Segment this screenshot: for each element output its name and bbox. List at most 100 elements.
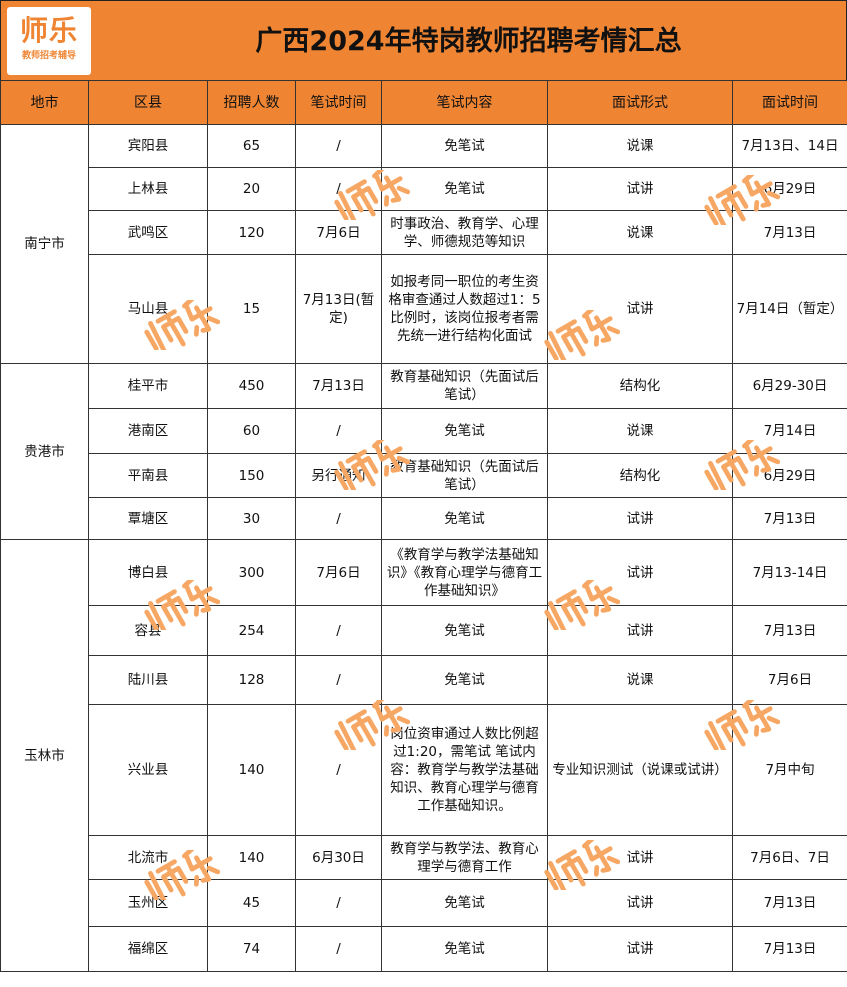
written-exam-content-cell: 免笔试 (381, 605, 548, 656)
logo-text: 师乐 (19, 14, 78, 47)
written-exam-date-cell: 7月6日 (295, 539, 382, 606)
written-exam-content-cell: 免笔试 (381, 167, 548, 211)
exam-summary-table: 地市 区县 招聘人数 笔试时间 笔试内容 面试形式 面试时间 南宁市 宾阳县 65/免笔试 说课 7… (0, 80, 847, 972)
interview-date-cell: 7月14日（暂定） (732, 254, 847, 364)
written-exam-content-cell: 免笔试 (381, 124, 548, 168)
written-exam-date-cell: 6月30日 (295, 835, 382, 880)
interview-date-cell: 6月29-30日 (732, 363, 847, 409)
recruit-count-cell: 74 (207, 926, 296, 972)
written-exam-content-cell: 免笔试 (381, 408, 548, 454)
column-header: 地市 (0, 80, 89, 125)
written-exam-date-cell: / (295, 605, 382, 656)
recruit-count-cell: 65 (207, 124, 296, 168)
district-cell: 兴业县 (88, 704, 208, 836)
interview-format-cell: 专业知识测试（说课或试讲） (547, 704, 733, 836)
table-row: 福绵区 74/免笔试 试讲 7月13日 (1, 926, 847, 972)
district-cell: 北流市 (88, 835, 208, 880)
table-row: 贵港市 桂平市 450 7月13日 教育基础知识（先面试后笔试） 结构化 6月29-30日 (0, 363, 847, 540)
interview-date-cell: 7月13日 (732, 926, 847, 972)
interview-format-cell: 试讲 (547, 497, 733, 540)
recruit-count-cell: 120 (207, 210, 296, 255)
column-header: 面试形式 (547, 80, 733, 125)
written-exam-date-cell: / (295, 655, 382, 705)
interview-format-cell: 试讲 (547, 605, 733, 656)
logo: 师乐 教师招考辅导 (7, 7, 91, 75)
district-cell: 宾阳县 (88, 124, 208, 168)
district-cell: 覃塘区 (88, 497, 208, 540)
written-exam-content-cell: 教育学与教学法、教育心理学与德育工作 (381, 835, 548, 880)
interview-format-cell: 说课 (547, 124, 733, 168)
table-row: 马山县 15 7月13日(暂定) 如报考同一职位的考生资格审查通过人数超过1：5比例时… (1, 254, 847, 364)
interview-format-cell: 说课 (547, 408, 733, 454)
recruit-count-cell: 30 (207, 497, 296, 540)
table-row: 覃塘区 30/免笔试 试讲 7月13日 (1, 497, 847, 540)
table-row: 陆川县 128/免笔试 说课 7月6日 (1, 655, 847, 705)
interview-format-cell: 试讲 (547, 926, 733, 972)
district-cell: 武鸣区 (88, 210, 208, 255)
interview-date-cell: 7月13-14日 (732, 539, 847, 606)
interview-date-cell: 7月中旬 (732, 704, 847, 836)
interview-date-cell: 7月6日、7日 (732, 835, 847, 880)
table-row: 上林县 20/免笔试 试讲 6月29日 (1, 167, 847, 211)
district-cell: 港南区 (88, 408, 208, 454)
district-cell: 马山县 (88, 254, 208, 364)
district-cell: 平南县 (88, 453, 208, 498)
written-exam-date-cell: / (295, 879, 382, 927)
recruit-count-cell: 128 (207, 655, 296, 705)
interview-format-cell: 试讲 (547, 879, 733, 927)
title-bar: 师乐 教师招考辅导 广西2024年特岗教师招聘考情汇总 (0, 0, 847, 80)
interview-format-cell: 试讲 (547, 835, 733, 880)
written-exam-content-cell: 如报考同一职位的考生资格审查通过人数超过1：5比例时，该岗位报考者需先统一进行结… (381, 254, 548, 364)
recruit-count-cell: 60 (207, 408, 296, 454)
table-row: 玉州区 45/免笔试 试讲 7月13日 (1, 879, 847, 927)
logo-subtitle: 教师招考辅导 (21, 51, 76, 61)
written-exam-date-cell: 7月13日(暂定) (295, 254, 382, 364)
district-cell: 容县 (88, 605, 208, 656)
interview-date-cell: 7月13日 (732, 210, 847, 255)
interview-format-cell: 结构化 (547, 453, 733, 498)
written-exam-date-cell: / (295, 167, 382, 211)
table-row: 玉林市 博白县 300 7月6日 《教育学与教学法基础知识》《教育心理学与德育工作基础知… (0, 539, 847, 972)
district-cell: 上林县 (88, 167, 208, 211)
recruit-count-cell: 45 (207, 879, 296, 927)
interview-date-cell: 6月29日 (732, 453, 847, 498)
written-exam-date-cell: / (295, 926, 382, 972)
written-exam-date-cell: 7月6日 (295, 210, 382, 255)
written-exam-content-cell: 免笔试 (381, 879, 548, 927)
column-header: 招聘人数 (207, 80, 296, 125)
written-exam-date-cell: / (295, 704, 382, 836)
recruit-count-cell: 450 (207, 363, 296, 409)
interview-date-cell: 6月29日 (732, 167, 847, 211)
written-exam-date-cell: / (295, 497, 382, 540)
column-header: 区县 (88, 80, 208, 125)
interview-format-cell: 试讲 (547, 254, 733, 364)
district-cell: 博白县 (88, 539, 208, 606)
interview-format-cell: 试讲 (547, 167, 733, 211)
table-row: 容县 254/免笔试 试讲 7月13日 (1, 605, 847, 656)
district-cell: 玉州区 (88, 879, 208, 927)
table-row: 港南区 60/免笔试 说课 7月14日 (1, 408, 847, 454)
written-exam-content-cell: 免笔试 (381, 497, 548, 540)
written-exam-date-cell: 另行通知 (295, 453, 382, 498)
interview-date-cell: 7月13日 (732, 605, 847, 656)
column-header: 笔试时间 (295, 80, 382, 125)
table-row: 平南县 150 另行通知 教育基础知识（先面试后笔试） 结构化 6月29日 (1, 453, 847, 498)
written-exam-content-cell: 《教育学与教学法基础知识》《教育心理学与德育工作基础知识》 (381, 539, 548, 606)
interview-format-cell: 说课 (547, 655, 733, 705)
written-exam-content-cell: 岗位资审通过人数比例超过1:20，需笔试 笔试内容：教育学与教学法基础知识、教育… (381, 704, 548, 836)
city-cell: 贵港市 (0, 363, 89, 540)
written-exam-content-cell: 时事政治、教育学、心理学、师德规范等知识 (381, 210, 548, 255)
interview-date-cell: 7月6日 (732, 655, 847, 705)
table-row: 兴业县 140/岗位资审通过人数比例超过1:20，需笔试 笔试内容：教育学与教学法… (1, 704, 847, 836)
interview-format-cell: 结构化 (547, 363, 733, 409)
district-cell: 桂平市 (88, 363, 208, 409)
table-row: 北流市 140 6月30日 教育学与教学法、教育心理学与德育工作 试讲 7月6日、7日 (1, 835, 847, 880)
written-exam-content-cell: 教育基础知识（先面试后笔试） (381, 363, 548, 409)
column-header: 笔试内容 (381, 80, 548, 125)
column-header: 面试时间 (732, 80, 847, 125)
recruit-count-cell: 140 (207, 704, 296, 836)
city-cell: 南宁市 (0, 124, 89, 364)
recruit-count-cell: 150 (207, 453, 296, 498)
city-cell: 玉林市 (0, 539, 89, 972)
interview-date-cell: 7月13日 (732, 879, 847, 927)
